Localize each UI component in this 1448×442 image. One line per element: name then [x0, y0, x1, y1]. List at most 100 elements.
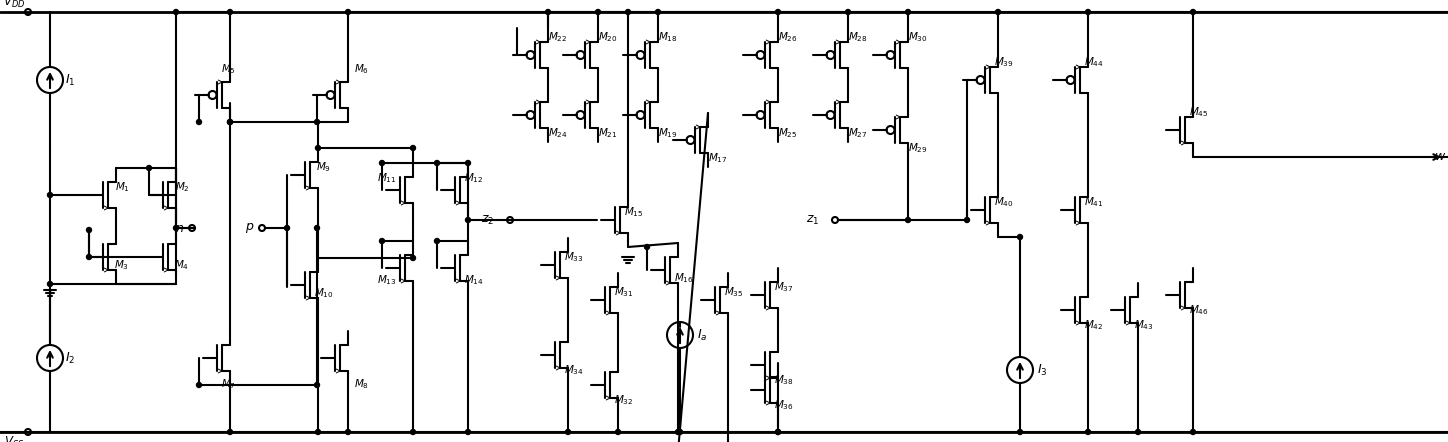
Text: $M_{42}$: $M_{42}$ — [1085, 318, 1103, 332]
Circle shape — [626, 9, 630, 15]
Text: $M_{39}$: $M_{39}$ — [995, 55, 1014, 69]
Circle shape — [905, 217, 911, 222]
Text: $w$: $w$ — [1434, 150, 1447, 164]
Circle shape — [227, 430, 233, 434]
Text: $M_{38}$: $M_{38}$ — [775, 373, 794, 387]
Text: $M_{29}$: $M_{29}$ — [908, 141, 928, 155]
Circle shape — [595, 9, 601, 15]
Circle shape — [776, 9, 780, 15]
Text: $M_{44}$: $M_{44}$ — [1085, 55, 1103, 69]
Circle shape — [48, 193, 52, 198]
Text: $V_{DD}$: $V_{DD}$ — [3, 0, 25, 10]
Text: $M_{46}$: $M_{46}$ — [1189, 303, 1209, 317]
Circle shape — [1018, 235, 1022, 240]
Circle shape — [1086, 9, 1090, 15]
Text: $I_2$: $I_2$ — [65, 351, 75, 366]
Circle shape — [346, 9, 350, 15]
Text: $z_2$: $z_2$ — [481, 213, 495, 227]
Text: $M_5$: $M_5$ — [220, 62, 236, 76]
Circle shape — [410, 145, 416, 150]
Text: $M_{31}$: $M_{31}$ — [614, 285, 634, 299]
Circle shape — [846, 9, 850, 15]
Circle shape — [410, 255, 416, 260]
Text: $M_{33}$: $M_{33}$ — [565, 250, 584, 264]
Text: $M_2$: $M_2$ — [175, 180, 190, 194]
Text: $M_{28}$: $M_{28}$ — [849, 30, 867, 44]
Text: $n$: $n$ — [175, 221, 184, 235]
Circle shape — [465, 160, 471, 165]
Text: $M_{12}$: $M_{12}$ — [465, 171, 484, 185]
Circle shape — [48, 282, 52, 286]
Text: $M_{45}$: $M_{45}$ — [1189, 105, 1209, 119]
Text: $I_3$: $I_3$ — [1037, 362, 1047, 377]
Circle shape — [465, 217, 471, 222]
Circle shape — [776, 430, 780, 434]
Text: $M_{24}$: $M_{24}$ — [549, 126, 568, 140]
Circle shape — [905, 9, 911, 15]
Text: $M_{43}$: $M_{43}$ — [1134, 318, 1154, 332]
Circle shape — [434, 239, 440, 244]
Text: $V_{SS}$: $V_{SS}$ — [4, 434, 25, 442]
Circle shape — [1135, 430, 1141, 434]
Circle shape — [379, 160, 385, 165]
Circle shape — [87, 228, 91, 232]
Text: $M_{19}$: $M_{19}$ — [659, 126, 678, 140]
Circle shape — [316, 430, 320, 434]
Text: $M_{18}$: $M_{18}$ — [659, 30, 678, 44]
Circle shape — [1086, 430, 1090, 434]
Circle shape — [615, 430, 621, 434]
Circle shape — [314, 225, 320, 230]
Circle shape — [676, 430, 681, 434]
Text: $M_1$: $M_1$ — [114, 180, 129, 194]
Circle shape — [227, 119, 233, 125]
Circle shape — [434, 160, 440, 165]
Circle shape — [566, 430, 571, 434]
Circle shape — [316, 145, 320, 150]
Text: $M_{20}$: $M_{20}$ — [598, 30, 618, 44]
Text: $M_{34}$: $M_{34}$ — [565, 363, 584, 377]
Text: $M_7$: $M_7$ — [220, 377, 236, 391]
Circle shape — [1190, 430, 1196, 434]
Text: $M_{37}$: $M_{37}$ — [775, 280, 794, 294]
Text: $M_9$: $M_9$ — [317, 160, 332, 174]
Text: $M_{36}$: $M_{36}$ — [775, 398, 794, 412]
Text: $I_1$: $I_1$ — [65, 72, 75, 88]
Circle shape — [644, 244, 650, 249]
Circle shape — [465, 430, 471, 434]
Circle shape — [197, 382, 201, 388]
Circle shape — [546, 9, 550, 15]
Text: $M_4$: $M_4$ — [174, 258, 190, 272]
Circle shape — [1190, 9, 1196, 15]
Circle shape — [227, 119, 233, 125]
Text: $M_8$: $M_8$ — [355, 377, 369, 391]
Text: $M_{27}$: $M_{27}$ — [849, 126, 867, 140]
Circle shape — [197, 119, 201, 125]
Text: $M_{13}$: $M_{13}$ — [376, 273, 397, 287]
Circle shape — [964, 217, 970, 222]
Text: $M_{40}$: $M_{40}$ — [995, 195, 1014, 209]
Circle shape — [174, 9, 178, 15]
Circle shape — [776, 430, 780, 434]
Circle shape — [656, 9, 660, 15]
Circle shape — [174, 225, 178, 230]
Text: $M_{10}$: $M_{10}$ — [314, 286, 334, 300]
Circle shape — [314, 119, 320, 125]
Text: $M_{26}$: $M_{26}$ — [778, 30, 798, 44]
Circle shape — [87, 255, 91, 259]
Text: $M_3$: $M_3$ — [114, 258, 129, 272]
Text: $I_a$: $I_a$ — [696, 328, 707, 343]
Text: $z_1$: $z_1$ — [807, 213, 820, 227]
Circle shape — [346, 430, 350, 434]
Text: $M_{32}$: $M_{32}$ — [614, 393, 634, 407]
Circle shape — [379, 239, 385, 244]
Circle shape — [227, 9, 233, 15]
Text: $p$: $p$ — [245, 221, 255, 235]
Text: $M_{21}$: $M_{21}$ — [598, 126, 618, 140]
Circle shape — [1018, 430, 1022, 434]
Circle shape — [410, 430, 416, 434]
Text: $M_{22}$: $M_{22}$ — [549, 30, 568, 44]
Text: $M_{15}$: $M_{15}$ — [624, 205, 644, 219]
Text: $M_6$: $M_6$ — [355, 62, 369, 76]
Text: $M_{17}$: $M_{17}$ — [708, 151, 728, 165]
Text: $M_{11}$: $M_{11}$ — [378, 171, 397, 185]
